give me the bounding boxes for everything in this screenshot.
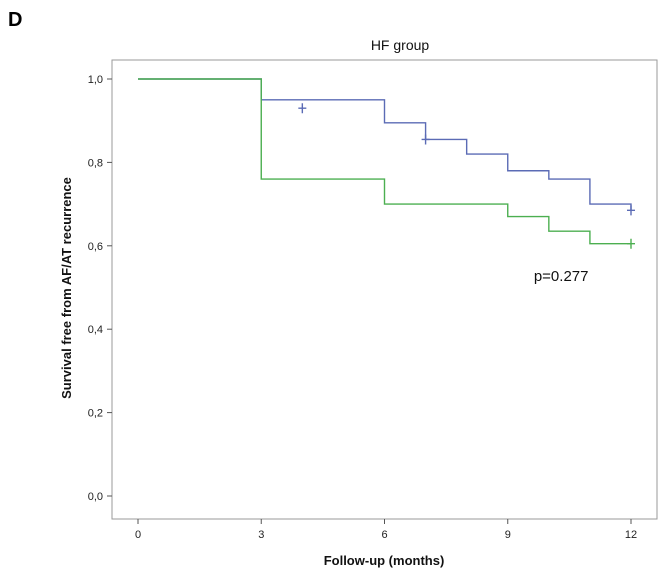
y-tick-label: 1,0: [88, 74, 103, 86]
x-tick-label: 0: [135, 529, 141, 541]
x-tick-label: 3: [258, 529, 264, 541]
censor-mark: [421, 134, 430, 145]
chart-title: HF group: [371, 37, 430, 53]
censor-mark: [627, 238, 635, 249]
censor-mark: [298, 103, 307, 114]
x-axis-title: Follow-up (months): [324, 553, 445, 568]
p-value-annotation: p=0.277: [534, 268, 589, 285]
y-tick-label: 0,8: [88, 157, 103, 169]
series-line-1: [138, 78, 632, 211]
series-line-2: [138, 78, 631, 245]
y-tick-label: 0,0: [88, 491, 103, 503]
series-layer: [138, 78, 635, 249]
plot-frame: [111, 59, 658, 520]
y-tick-label: 0,6: [88, 241, 103, 253]
axes: 0,0 0,2 0,4 0,6 0,8 1,0 0 3 6 9 12: [88, 74, 637, 541]
x-tick-label: 12: [625, 529, 637, 541]
x-tick-label: 9: [505, 529, 511, 541]
censor-mark: [627, 205, 635, 216]
panel-label: D: [8, 9, 22, 31]
y-axis-title: Survival free from AF/AT recurrence: [59, 177, 74, 399]
x-tick-label: 6: [381, 529, 387, 541]
y-tick-label: 0,2: [88, 408, 103, 420]
y-tick-label: 0,4: [88, 324, 103, 336]
